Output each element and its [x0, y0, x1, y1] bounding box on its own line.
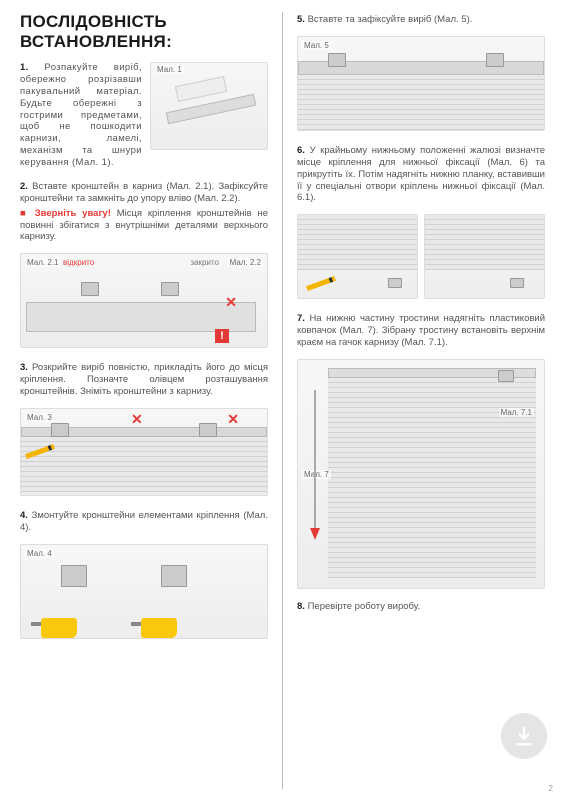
- package-icon: [175, 76, 227, 102]
- figure-2-2-label: Мал. 2.2: [228, 258, 263, 267]
- step-4-body: Змонтуйте кронштейни елементами кріпленн…: [20, 510, 268, 533]
- figure-6-row: Мал. 6 Мал. 6.1: [297, 214, 545, 299]
- bracket-icon: [388, 278, 402, 288]
- step-8-num: 8.: [297, 601, 305, 612]
- left-column: ПОСЛІДОВНІСТЬ ВСТАНОВЛЕННЯ: 1. Розпакуйт…: [20, 12, 268, 789]
- step-4-text: 4. Змонтуйте кронштейни елементами кріпл…: [20, 510, 268, 534]
- bracket-icon: [328, 53, 346, 67]
- closed-label: закрито: [190, 258, 219, 267]
- step-1-text: 1. Розпакуйте виріб, обережно розрізавши…: [20, 62, 142, 169]
- page: ПОСЛІДОВНІСТЬ ВСТАНОВЛЕННЯ: 1. Розпакуйт…: [0, 0, 565, 799]
- figure-2-1-label: Мал. 2.1: [25, 258, 60, 267]
- step-4-num: 4.: [20, 510, 28, 521]
- step-3-text: 3. Розкрийте виріб повністю, прикладіть …: [20, 362, 268, 398]
- figure-3-label: Мал. 3: [25, 413, 54, 422]
- slats-icon: [298, 75, 544, 130]
- step-7-text: 7. На нижню частину тростини надягніть п…: [297, 313, 545, 349]
- step-8: 8. Перевірте роботу виробу.: [297, 601, 545, 613]
- step-4: 4. Змонтуйте кронштейни елементами кріпл…: [20, 510, 268, 534]
- x-mark-icon: ✕: [225, 294, 237, 311]
- step-2-warning: ■ Зверніть увагу! Місця кріплення кроншт…: [20, 208, 268, 244]
- warning-prefix: ■ Зверніть увагу!: [20, 208, 111, 219]
- step-7-num: 7.: [297, 313, 305, 324]
- step-5-body: Вставте та зафіксуйте виріб (Мал. 5).: [308, 14, 473, 25]
- bracket-icon: [161, 282, 179, 296]
- rail-icon: [26, 302, 256, 332]
- pencil-icon: [306, 276, 336, 291]
- step-1-body: Розпакуйте виріб, обережно розрізавши па…: [20, 62, 142, 168]
- step-3-num: 3.: [20, 362, 28, 373]
- bracket-icon: [61, 565, 87, 587]
- download-arrow-icon: [513, 725, 535, 747]
- step-6: 6. У крайньому нижньому положенні жалюзі…: [297, 145, 545, 204]
- slats-icon: [425, 215, 544, 270]
- step-8-body: Перевірте роботу виробу.: [308, 601, 421, 612]
- step-5-text: 5. Вставте та зафіксуйте виріб (Мал. 5).: [297, 14, 545, 26]
- page-number: 2: [549, 784, 553, 793]
- figure-5: Мал. 5: [297, 36, 545, 131]
- step-2-body: Вставте кронштейн в карниз (Мал. 2.1). З…: [20, 181, 268, 204]
- figure-1-label: Мал. 1: [155, 65, 184, 74]
- figure-6-1: Мал. 6.1: [424, 214, 545, 299]
- step-1: 1. Розпакуйте виріб, обережно розрізавши…: [20, 62, 268, 169]
- slats-icon: [298, 215, 417, 270]
- bracket-icon: [498, 370, 514, 382]
- bracket-icon: [510, 278, 524, 288]
- bracket-icon: [486, 53, 504, 67]
- figure-4: Мал. 4: [20, 544, 268, 639]
- x-mark-icon: ✕: [227, 411, 239, 428]
- right-column: 5. Вставте та зафіксуйте виріб (Мал. 5).…: [297, 12, 545, 789]
- open-label: відкрито: [63, 258, 94, 267]
- bracket-icon: [81, 282, 99, 296]
- step-3: 3. Розкрийте виріб повністю, прикладіть …: [20, 362, 268, 398]
- drill-icon: [41, 618, 77, 638]
- step-2: 2. Вставте кронштейн в карниз (Мал. 2.1)…: [20, 181, 268, 243]
- page-title: ПОСЛІДОВНІСТЬ ВСТАНОВЛЕННЯ:: [20, 12, 268, 52]
- step-5: 5. Вставте та зафіксуйте виріб (Мал. 5).: [297, 14, 545, 26]
- step-2-text: 2. Вставте кронштейн в карниз (Мал. 2.1)…: [20, 181, 268, 205]
- column-divider: [282, 12, 283, 789]
- x-mark-icon: ✕: [131, 411, 143, 428]
- bracket-icon: [161, 565, 187, 587]
- figure-7-1-label: Мал. 7.1: [499, 408, 534, 417]
- step-5-num: 5.: [297, 14, 305, 25]
- step-6-body: У крайньому нижньому положенні жалюзі ви…: [297, 145, 545, 204]
- step-7-body: На нижню частину тростини надягніть плас…: [297, 313, 545, 348]
- download-overlay-icon[interactable]: [501, 713, 547, 759]
- bracket-icon: [199, 423, 217, 437]
- drill-icon: [141, 618, 177, 638]
- figure-3: Мал. 3 ✕ ✕: [20, 408, 268, 496]
- step-7: 7. На нижню частину тростини надягніть п…: [297, 313, 545, 349]
- step-1-num: 1.: [20, 62, 29, 73]
- figure-1: Мал. 1: [150, 62, 268, 150]
- step-6-text: 6. У крайньому нижньому положенні жалюзі…: [297, 145, 545, 204]
- step-6-num: 6.: [297, 145, 305, 156]
- figure-6: Мал. 6: [297, 214, 418, 299]
- figure-7: Мал. 7 Мал. 7.1: [297, 359, 545, 589]
- step-3-body: Розкрийте виріб повністю, прикладіть йог…: [20, 362, 268, 397]
- slats-icon: [21, 437, 267, 492]
- figure-5-label: Мал. 5: [302, 41, 331, 50]
- warning-square-icon: !: [215, 329, 229, 343]
- figure-4-label: Мал. 4: [25, 549, 54, 558]
- step-2-num: 2.: [20, 181, 28, 192]
- bracket-icon: [51, 423, 69, 437]
- wand-icon: [314, 390, 316, 530]
- figure-7-label: Мал. 7: [302, 470, 331, 479]
- cap-icon: [310, 528, 320, 540]
- figure-2: Мал. 2.1 Мал. 2.2 відкрито закрито ✕ !: [20, 253, 268, 348]
